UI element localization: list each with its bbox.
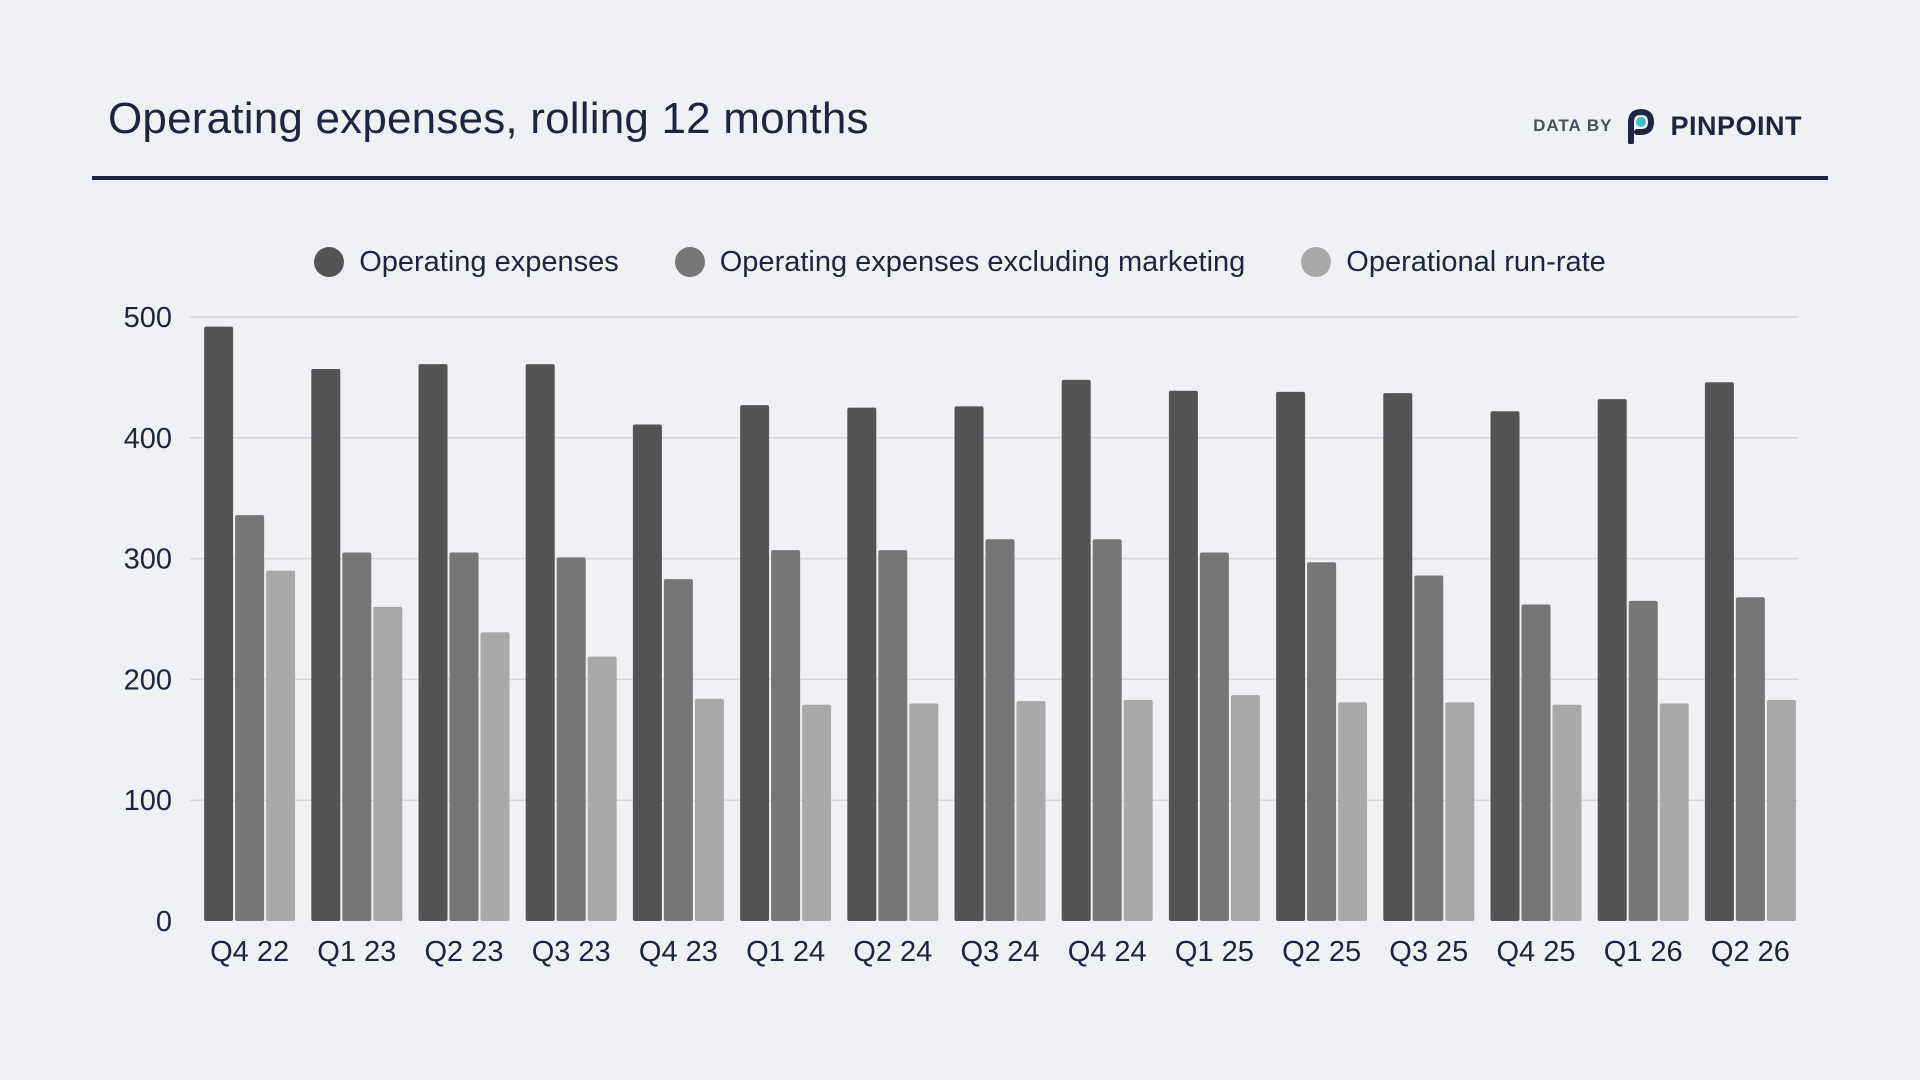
bar-series-0-q1-24: [740, 405, 770, 922]
legend-item-opex-excluding-marketing: Operating expenses excluding marketing: [674, 245, 1246, 279]
bar-series-1-q4-23: [663, 579, 693, 921]
bar-series-2-q3-23: [587, 656, 617, 921]
bar-series-1-q1-26: [1628, 600, 1658, 921]
legend-swatch-operational-run-rate: [1301, 247, 1332, 277]
bar-series-1-q3-24: [985, 539, 1015, 921]
brand-prefix: DATA BY: [1533, 116, 1613, 135]
x-tick-label: Q1 23: [317, 936, 396, 968]
bar-series-0-q2-25: [1276, 391, 1306, 921]
bar-series-0-q3-23: [525, 364, 555, 921]
y-tick-label: 400: [124, 423, 172, 455]
bars: [204, 326, 1796, 922]
bar-series-0-q4-25: [1490, 411, 1520, 921]
x-tick-label: Q4 23: [639, 936, 718, 968]
bar-series-2-q4-24: [1123, 699, 1153, 921]
bar-series-0-q4-23: [632, 424, 662, 921]
bar-series-2-q2-23: [480, 632, 510, 921]
legend-swatch-operating-expenses: [314, 247, 345, 277]
bar-series-2-q4-23: [694, 698, 724, 921]
bar-series-0-q1-25: [1168, 390, 1198, 921]
x-tick-label: Q2 25: [1282, 936, 1361, 968]
bar-series-1-q2-26: [1735, 597, 1765, 921]
x-tick-label: Q4 22: [210, 936, 289, 968]
bar-series-1-q1-23: [342, 552, 372, 921]
bar-series-2-q2-24: [909, 703, 939, 921]
brand: DATA BY PINPOINT: [1533, 106, 1802, 146]
bar-series-2-q4-22: [266, 570, 296, 921]
y-tick-label: 0: [156, 906, 172, 938]
bar-series-0-q4-24: [1061, 379, 1091, 921]
bar-series-1-q4-22: [235, 515, 265, 921]
y-tick-label: 200: [124, 664, 172, 696]
bar-series-0-q2-23: [418, 364, 448, 921]
bar-series-0-q3-24: [954, 406, 984, 922]
header-rule: [92, 176, 1828, 180]
bar-series-0-q1-23: [311, 368, 341, 922]
chart-title: Operating expenses, rolling 12 months: [108, 94, 869, 143]
bar-series-2-q2-25: [1338, 702, 1368, 921]
bar-series-1-q4-25: [1521, 604, 1551, 921]
bar-series-1-q1-25: [1199, 552, 1229, 921]
x-tick-label: Q2 24: [853, 936, 932, 968]
x-axis-ticks: Q4 22 Q1 23 Q2 23 Q3 23 Q4 23 Q1 24 Q2 24 Q3 24…: [210, 936, 1790, 968]
bar-series-1-q1-24: [771, 550, 801, 921]
bar-series-1-q3-23: [556, 557, 586, 921]
bar-series-1-q2-25: [1307, 562, 1337, 921]
bar-series-2-q3-24: [1016, 701, 1046, 921]
legend-label: Operating expenses excluding marketing: [719, 245, 1246, 278]
bar-series-1-q2-23: [449, 552, 479, 921]
pinpoint-logo-icon: [1628, 108, 1655, 144]
x-tick-label: Q2 26: [1711, 936, 1790, 968]
brand-name: PINPOINT: [1670, 110, 1802, 141]
bar-series-2-q1-24: [802, 704, 832, 921]
bar-series-2-q1-26: [1659, 703, 1689, 921]
bar-series-1-q2-24: [878, 550, 908, 921]
bar-series-1-q3-25: [1414, 575, 1444, 921]
x-tick-label: Q3 23: [532, 936, 611, 968]
bar-series-0-q2-26: [1704, 382, 1734, 921]
bar-series-2-q2-26: [1766, 699, 1796, 921]
x-tick-label: Q2 23: [425, 936, 504, 968]
legend-swatch-opex-excluding-marketing: [674, 247, 705, 277]
bar-series-0-q4-22: [204, 326, 234, 921]
y-tick-label: 300: [124, 544, 172, 576]
x-tick-label: Q3 25: [1389, 936, 1468, 968]
y-axis-ticks: 0 100 200 300 400 500: [124, 302, 172, 938]
bar-series-0-q1-26: [1597, 399, 1627, 921]
x-tick-label: Q4 25: [1497, 936, 1576, 968]
bar-series-0-q3-25: [1383, 393, 1413, 921]
y-tick-label: 100: [124, 785, 172, 817]
legend-label: Operational run-rate: [1346, 245, 1606, 278]
bar-series-2-q4-25: [1552, 704, 1582, 921]
chart-header: Operating expenses, rolling 12 months DA…: [92, 86, 1828, 178]
bar-series-1-q4-24: [1092, 539, 1122, 921]
chart-legend: Operating expenses Operating expenses ex…: [0, 240, 1920, 284]
y-tick-label: 500: [124, 302, 172, 334]
x-tick-label: Q1 26: [1604, 936, 1683, 968]
legend-item-operational-run-rate: Operational run-rate: [1301, 246, 1606, 279]
x-tick-label: Q1 24: [746, 936, 825, 968]
bar-series-2-q1-25: [1230, 695, 1260, 921]
bar-series-2-q1-23: [373, 606, 403, 921]
bar-series-0-q2-24: [847, 407, 877, 922]
x-tick-label: Q3 24: [961, 936, 1040, 968]
bar-series-2-q3-25: [1445, 702, 1475, 921]
x-tick-label: Q4 24: [1068, 936, 1147, 968]
legend-label: Operating expenses: [359, 245, 619, 278]
x-tick-label: Q1 25: [1175, 936, 1254, 968]
legend-item-operating-expenses: Operating expenses: [314, 246, 619, 279]
